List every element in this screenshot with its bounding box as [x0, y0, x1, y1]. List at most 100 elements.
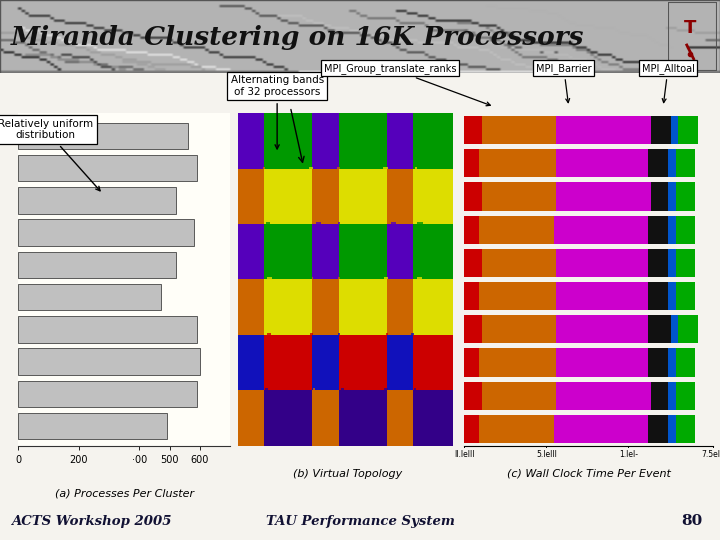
Bar — [412, 407, 415, 409]
Bar — [268, 323, 273, 326]
Bar — [387, 127, 389, 130]
Bar — [335, 293, 340, 295]
Bar — [387, 335, 413, 390]
Bar — [388, 374, 391, 376]
Bar — [316, 432, 321, 434]
Bar — [413, 168, 453, 224]
Bar — [384, 333, 388, 335]
Bar — [316, 289, 321, 291]
Bar — [416, 113, 420, 116]
Bar — [388, 400, 391, 402]
Bar — [675, 415, 696, 443]
Bar — [387, 211, 388, 213]
Bar — [314, 443, 317, 446]
Bar — [482, 315, 557, 343]
Bar — [309, 309, 313, 312]
Bar — [311, 438, 313, 441]
Bar — [260, 130, 265, 132]
Text: T: T — [684, 19, 696, 37]
Bar — [385, 137, 388, 139]
Bar — [310, 268, 313, 270]
Bar — [388, 204, 390, 206]
Bar — [342, 372, 346, 374]
Bar — [261, 441, 265, 443]
Bar — [314, 261, 316, 264]
Bar — [310, 160, 313, 162]
Bar — [383, 319, 388, 321]
Bar — [335, 118, 340, 120]
Bar — [312, 296, 313, 298]
Bar — [308, 277, 313, 280]
Bar — [266, 238, 269, 240]
Bar — [384, 388, 388, 390]
Bar — [411, 404, 415, 406]
Bar — [310, 264, 313, 266]
Bar — [412, 171, 415, 173]
Bar — [340, 197, 341, 199]
Bar — [382, 224, 388, 226]
Bar — [313, 388, 315, 390]
Bar — [315, 201, 320, 204]
Bar — [410, 328, 415, 330]
Bar — [340, 224, 342, 226]
Bar — [264, 379, 265, 381]
Bar — [670, 116, 678, 144]
Bar — [389, 187, 391, 190]
Bar — [482, 183, 557, 211]
Bar — [337, 166, 340, 168]
Bar — [311, 151, 313, 153]
Bar — [309, 314, 313, 316]
Bar — [262, 438, 265, 441]
Bar — [338, 120, 340, 123]
Bar — [387, 333, 388, 335]
Bar — [413, 319, 415, 321]
Bar — [263, 418, 265, 420]
Bar — [312, 217, 313, 219]
Bar — [310, 291, 313, 293]
Bar — [315, 173, 319, 176]
Bar — [308, 134, 313, 137]
Bar — [387, 166, 389, 168]
Bar — [385, 379, 388, 381]
Bar — [312, 402, 313, 404]
Bar — [260, 220, 265, 222]
Bar — [343, 425, 348, 427]
Bar — [311, 233, 313, 235]
Bar — [265, 333, 268, 335]
Bar — [391, 176, 396, 178]
Bar — [390, 217, 394, 219]
Bar — [391, 298, 397, 300]
Text: MPI_Group_translate_ranks: MPI_Group_translate_ranks — [323, 63, 490, 106]
Bar — [413, 127, 415, 130]
Bar — [338, 183, 340, 185]
Bar — [266, 252, 269, 254]
Bar — [339, 215, 341, 217]
Bar — [341, 236, 343, 238]
Bar — [338, 402, 340, 404]
Bar — [413, 418, 415, 420]
Bar — [308, 254, 313, 256]
Bar — [263, 388, 265, 390]
Text: II.IeIII: II.IeIII — [454, 450, 474, 460]
Bar — [464, 249, 482, 277]
Bar — [557, 149, 648, 177]
Bar — [385, 271, 388, 273]
Bar — [308, 162, 313, 164]
Bar — [415, 190, 418, 192]
Bar — [267, 247, 271, 249]
Bar — [310, 418, 313, 420]
Bar — [313, 436, 316, 438]
Bar — [265, 286, 267, 289]
Bar — [648, 348, 668, 376]
Bar — [390, 323, 395, 326]
Bar — [412, 397, 415, 400]
Text: Relatively uniform
distribution: Relatively uniform distribution — [0, 119, 100, 191]
Bar — [412, 183, 415, 185]
Bar — [265, 187, 267, 190]
Bar — [387, 390, 413, 446]
Bar — [310, 139, 313, 141]
Bar — [268, 393, 273, 395]
Bar — [391, 242, 397, 245]
Bar — [464, 348, 480, 376]
Bar — [382, 180, 388, 183]
